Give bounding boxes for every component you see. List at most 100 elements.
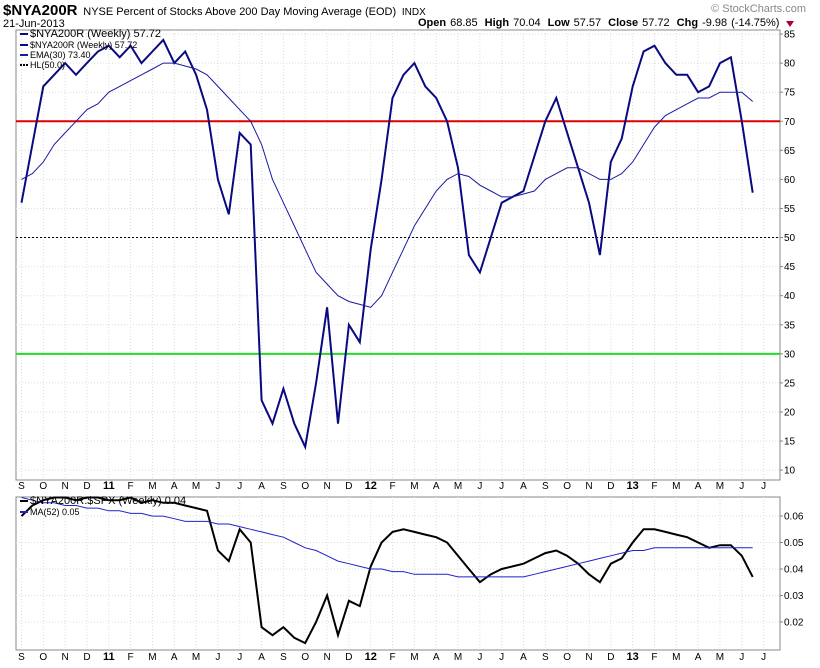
y-tick-label: 25: [784, 378, 796, 389]
x-tick-label: F: [389, 652, 395, 663]
x-tick-label: N: [61, 481, 68, 492]
x-tick-label: N: [585, 481, 592, 492]
exchange: INDX: [402, 7, 426, 18]
y-tick-label: 0.02: [784, 617, 804, 628]
x-tick-label: 13: [627, 651, 639, 663]
legend-label: $NYA200R (Weekly) 57.72: [30, 40, 137, 50]
x-tick-label: F: [651, 652, 657, 663]
x-tick-label: D: [345, 481, 352, 492]
x-tick-label: M: [192, 481, 200, 492]
x-tick-label: F: [128, 652, 134, 663]
x-tick-label: O: [39, 481, 47, 492]
y-tick-label: 0.03: [784, 591, 804, 602]
x-tick-label: S: [18, 481, 25, 492]
y-tick-label: 30: [784, 349, 796, 360]
x-tick-label: J: [477, 652, 482, 663]
x-tick-label: M: [410, 652, 418, 663]
x-tick-label: N: [323, 481, 330, 492]
x-tick-label: M: [716, 481, 724, 492]
y-tick-label: 45: [784, 262, 796, 273]
x-tick-label: 11: [103, 480, 115, 492]
quote-label: Low: [548, 17, 570, 29]
y-tick-label: 70: [784, 117, 796, 128]
y-tick-label: 65: [784, 146, 796, 157]
x-tick-label: S: [280, 652, 287, 663]
x-tick-label: A: [695, 652, 702, 663]
header-line: $NYA200R NYSE Percent of Stocks Above 20…: [3, 2, 426, 19]
x-tick-label: O: [563, 481, 571, 492]
x-tick-label: M: [716, 652, 724, 663]
y-tick-label: 35: [784, 320, 796, 331]
change-arrow: [786, 21, 794, 27]
x-tick-label: J: [761, 481, 766, 492]
x-tick-label: N: [61, 652, 68, 663]
quote-value: -9.98: [702, 17, 727, 29]
x-tick-label: F: [651, 481, 657, 492]
legend-label: MA(52) 0.05: [30, 507, 80, 517]
x-tick-label: O: [39, 652, 47, 663]
date: 21-Jun-2013: [3, 18, 65, 30]
x-tick-label: N: [323, 652, 330, 663]
y-tick-label: 60: [784, 175, 796, 186]
quote-value: 68.85: [450, 17, 478, 29]
panel-frame: [15, 29, 781, 481]
x-tick-label: 13: [627, 480, 639, 492]
x-tick-label: J: [237, 481, 242, 492]
x-tick-label: D: [83, 481, 90, 492]
x-tick-label: F: [128, 481, 134, 492]
quote-label: High: [485, 17, 510, 29]
x-tick-label: M: [148, 481, 156, 492]
x-tick-label: J: [237, 652, 242, 663]
x-tick-label: D: [83, 652, 90, 663]
y-tick-label: 0.06: [784, 512, 804, 523]
x-tick-label: J: [499, 652, 504, 663]
series-line: [20, 496, 754, 645]
y-tick-label: 40: [784, 291, 796, 302]
x-tick-label: 12: [365, 651, 377, 663]
quote-label: Open: [418, 17, 446, 29]
x-tick-label: 11: [103, 651, 115, 663]
x-tick-label: O: [301, 481, 309, 492]
symbol: $NYA200R: [3, 2, 78, 19]
x-tick-label: M: [454, 481, 462, 492]
series-line: [21, 497, 753, 578]
x-tick-label: A: [171, 652, 178, 663]
x-tick-label: A: [258, 481, 265, 492]
legend-label: HL(50.0): [30, 60, 65, 70]
x-tick-label: A: [171, 481, 178, 492]
description: NYSE Percent of Stocks Above 200 Day Mov…: [83, 6, 396, 18]
change-percent: (-14.75%): [731, 17, 779, 29]
panel-frame: [15, 496, 781, 651]
x-tick-label: J: [761, 652, 766, 663]
y-tick-label: 15: [784, 437, 796, 448]
legend-label: $NYA200R:$SPX (Weekly) 0.04: [30, 495, 186, 507]
x-tick-label: D: [345, 652, 352, 663]
quote-value: 70.04: [513, 17, 541, 29]
x-tick-label: J: [499, 481, 504, 492]
x-tick-label: D: [607, 652, 614, 663]
x-tick-label: M: [672, 481, 680, 492]
series-line: [21, 62, 754, 308]
quote-value: 57.72: [642, 17, 670, 29]
y-tick-label: 0.05: [784, 538, 804, 549]
quote-label: Close: [608, 17, 638, 29]
x-tick-label: A: [433, 481, 440, 492]
y-tick-label: 75: [784, 88, 796, 99]
x-tick-label: O: [301, 652, 309, 663]
x-tick-label: A: [433, 652, 440, 663]
y-tick-label: 10: [784, 466, 796, 477]
quote-value: 57.57: [574, 17, 602, 29]
x-tick-label: J: [215, 652, 220, 663]
quote-label: Chg: [677, 17, 698, 29]
y-tick-label: 80: [784, 59, 796, 70]
x-tick-label: M: [192, 652, 200, 663]
y-tick-label: 85: [784, 30, 796, 41]
x-tick-label: J: [739, 481, 744, 492]
x-tick-label: J: [739, 652, 744, 663]
legend-label: $NYA200R (Weekly) 57.72: [30, 28, 161, 40]
x-tick-label: A: [520, 481, 527, 492]
source: © StockCharts.com: [711, 3, 806, 15]
x-tick-label: A: [258, 652, 265, 663]
